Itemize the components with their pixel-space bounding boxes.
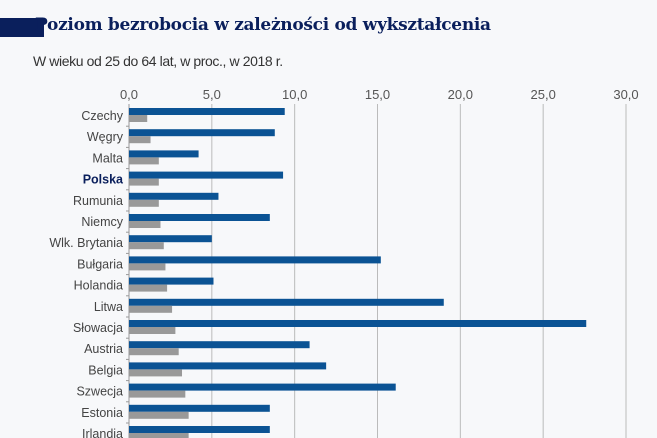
category-label: Wlk. Brytania: [49, 236, 123, 250]
bar-series-1: [129, 108, 285, 115]
bar-series-1: [129, 150, 199, 158]
category-label: Holandia: [74, 279, 123, 293]
x-tick-label: 25,0: [531, 87, 556, 102]
bar-series-2: [129, 284, 168, 292]
category-label: Szwecja: [76, 385, 123, 399]
bar-series-2: [129, 433, 189, 438]
title-accent-bar: [0, 18, 44, 37]
category-label: Węgry: [87, 130, 124, 144]
bar-series-1: [129, 256, 381, 264]
bar-series-1: [129, 214, 270, 221]
bar-series-1: [129, 320, 587, 327]
x-tick-label: 0,0: [120, 87, 138, 102]
category-label: Niemcy: [81, 215, 123, 229]
category-label: Litwa: [94, 300, 123, 314]
bar-series-1: [129, 171, 284, 179]
category-label: Irlandia: [82, 427, 123, 438]
bar-series-1: [129, 192, 219, 200]
bar-series-1: [129, 129, 275, 137]
bar-series-1: [129, 404, 270, 412]
bar-series-2: [129, 390, 186, 398]
chart-subtitle: W wieku od 25 do 64 lat, w proc., w 2018…: [33, 53, 283, 69]
bar-series-2: [129, 411, 189, 419]
category-label: Estonia: [81, 406, 123, 420]
bar-series-1: [129, 235, 212, 243]
category-label: Polska: [83, 173, 124, 187]
category-label: Rumunia: [73, 194, 123, 208]
bar-series-1: [129, 277, 214, 285]
bar-series-2: [129, 369, 183, 377]
bar-series-2: [129, 348, 179, 356]
chart-title: Poziom bezrobocia w zależności od wykszt…: [35, 15, 491, 35]
bar-series-1: [129, 362, 327, 370]
bar-series-2: [129, 305, 173, 313]
x-tick-label: 5,0: [203, 87, 221, 102]
category-label: Czechy: [81, 109, 123, 123]
bar-series-2: [129, 199, 159, 207]
bar-series-2: [129, 136, 151, 144]
category-label: Belgia: [88, 363, 123, 377]
x-tick-label: 30,0: [613, 87, 638, 102]
bar-series-1: [129, 426, 270, 433]
bar-series-1: [129, 298, 444, 306]
bar-series-2: [129, 327, 176, 334]
bar-series-2: [129, 178, 159, 186]
x-tick-label: 20,0: [448, 87, 473, 102]
category-label: Malta: [92, 151, 123, 165]
category-label: Austria: [84, 342, 123, 356]
x-tick-label: 15,0: [365, 87, 390, 102]
bar-series-2: [129, 157, 159, 165]
bar-series-2: [129, 221, 161, 228]
bar-series-1: [129, 341, 310, 349]
bar-series-2: [129, 242, 164, 250]
bar-series-1: [129, 383, 396, 391]
category-label: Bułgaria: [77, 257, 123, 271]
x-tick-label: 10,0: [282, 87, 307, 102]
bar-series-2: [129, 115, 148, 122]
category-label: Słowacja: [73, 321, 123, 335]
bar-series-2: [129, 263, 166, 271]
